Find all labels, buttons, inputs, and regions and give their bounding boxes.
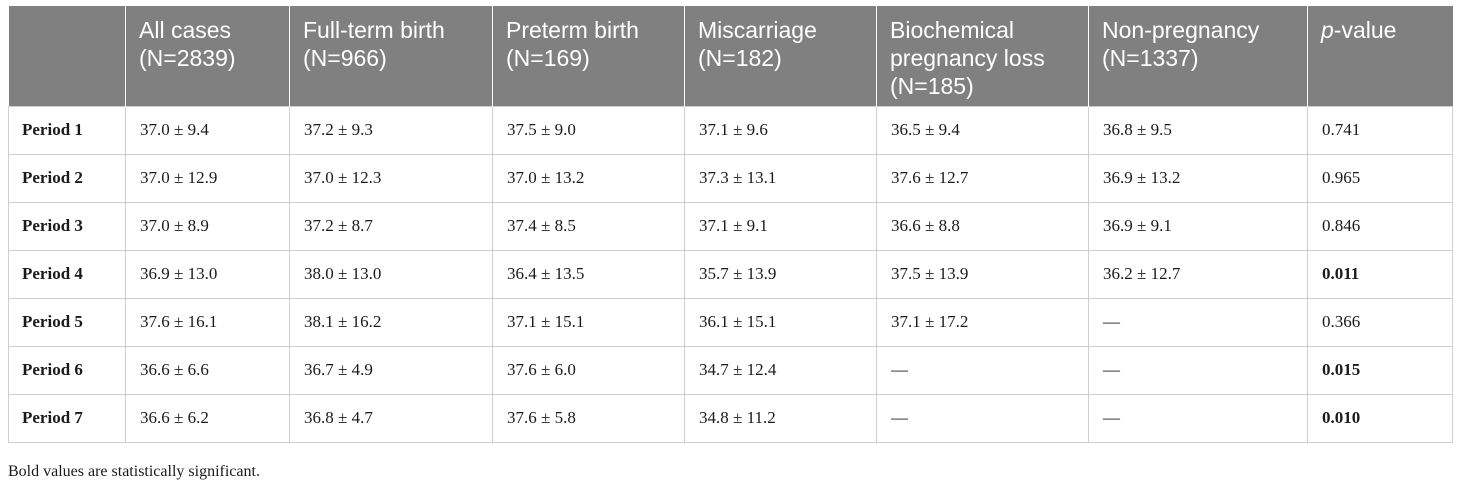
table-cell: 38.0 ± 13.0 bbox=[289, 249, 493, 299]
table-body: Period 1 37.0 ± 9.4 37.2 ± 9.3 37.5 ± 9.0 37… bbox=[8, 105, 1453, 443]
header-line: (N=2839) bbox=[139, 45, 236, 71]
header-line: Preterm birth bbox=[506, 17, 639, 43]
table-cell: 36.8 ± 4.7 bbox=[289, 393, 493, 443]
header-line: Miscarriage bbox=[698, 17, 817, 43]
table-footnote: Bold values are statistically significan… bbox=[8, 463, 260, 480]
row-label: Period 7 bbox=[8, 393, 126, 443]
header-row: All cases (N=2839) Full-term birth (N=96… bbox=[8, 6, 1453, 106]
table-cell: — bbox=[1088, 297, 1308, 347]
header-line: (N=185) bbox=[890, 73, 974, 99]
p-value-cell: 0.846 bbox=[1307, 201, 1453, 251]
header-line: (N=182) bbox=[698, 45, 782, 71]
table-cell: 36.9 ± 9.1 bbox=[1088, 201, 1308, 251]
table-cell: 37.0 ± 8.9 bbox=[125, 201, 290, 251]
table-cell: 37.1 ± 9.1 bbox=[684, 201, 877, 251]
header-line: Non-pregnancy bbox=[1102, 17, 1260, 43]
header-line: (N=1337) bbox=[1102, 45, 1199, 71]
header-cell-p-value: p-value bbox=[1307, 6, 1453, 106]
header-cell-full-term-birth: Full-term birth (N=966) bbox=[289, 6, 493, 106]
table-cell: 34.8 ± 11.2 bbox=[684, 393, 877, 443]
table-cell: 36.6 ± 8.8 bbox=[876, 201, 1089, 251]
table-cell: 37.6 ± 12.7 bbox=[876, 153, 1089, 203]
table-row: Period 2 37.0 ± 12.9 37.0 ± 12.3 37.0 ± 13.… bbox=[8, 153, 1453, 203]
header-cell-preterm-birth: Preterm birth (N=169) bbox=[492, 6, 685, 106]
table-cell: 36.1 ± 15.1 bbox=[684, 297, 877, 347]
header-cell-all-cases: All cases (N=2839) bbox=[125, 6, 290, 106]
header-line: pregnancy loss bbox=[890, 45, 1045, 71]
row-label: Period 6 bbox=[8, 345, 126, 395]
p-value-cell: 0.965 bbox=[1307, 153, 1453, 203]
table-cell: 37.1 ± 15.1 bbox=[492, 297, 685, 347]
table-cell: 36.4 ± 13.5 bbox=[492, 249, 685, 299]
header-line: (N=966) bbox=[303, 45, 387, 71]
header-cell-biochemical-pregnancy-loss: Biochemical pregnancy loss (N=185) bbox=[876, 6, 1089, 106]
header-line: Full-term birth bbox=[303, 17, 445, 43]
p-value-cell: 0.015 bbox=[1307, 345, 1453, 395]
table-cell: — bbox=[876, 345, 1089, 395]
header-line: All cases bbox=[139, 17, 232, 43]
table-cell: 37.5 ± 13.9 bbox=[876, 249, 1089, 299]
table-cell: 37.0 ± 12.3 bbox=[289, 153, 493, 203]
table-cell: 37.0 ± 13.2 bbox=[492, 153, 685, 203]
table-cell: 34.7 ± 12.4 bbox=[684, 345, 877, 395]
table-cell: 37.1 ± 9.6 bbox=[684, 105, 877, 155]
table-cell: 36.9 ± 13.0 bbox=[125, 249, 290, 299]
table-cell: 37.0 ± 12.9 bbox=[125, 153, 290, 203]
table-cell: 36.6 ± 6.6 bbox=[125, 345, 290, 395]
p-value-suffix: -value bbox=[1333, 17, 1397, 43]
data-table: All cases (N=2839) Full-term birth (N=96… bbox=[8, 6, 1453, 443]
table-row: Period 4 36.9 ± 13.0 38.0 ± 13.0 36.4 ± 13.… bbox=[8, 249, 1453, 299]
table-row: Period 6 36.6 ± 6.6 36.7 ± 4.9 37.6 ± 6.0 34… bbox=[8, 345, 1453, 395]
row-label: Period 2 bbox=[8, 153, 126, 203]
row-label: Period 3 bbox=[8, 201, 126, 251]
table-cell: — bbox=[1088, 345, 1308, 395]
p-italic: p bbox=[1321, 17, 1334, 43]
row-label: Period 4 bbox=[8, 249, 126, 299]
header-line: p-value bbox=[1321, 16, 1441, 44]
table-row: Period 5 37.6 ± 16.1 38.1 ± 16.2 37.1 ± 15.… bbox=[8, 297, 1453, 347]
header-cell-miscarriage: Miscarriage (N=182) bbox=[684, 6, 877, 106]
p-value-cell: 0.741 bbox=[1307, 105, 1453, 155]
header-line: (N=169) bbox=[506, 45, 590, 71]
table-cell: 37.4 ± 8.5 bbox=[492, 201, 685, 251]
table-cell: — bbox=[1088, 393, 1308, 443]
table-cell: 38.1 ± 16.2 bbox=[289, 297, 493, 347]
table-row: Period 3 37.0 ± 8.9 37.2 ± 8.7 37.4 ± 8.5 37… bbox=[8, 201, 1453, 251]
table-cell: 37.1 ± 17.2 bbox=[876, 297, 1089, 347]
table-cell: 36.8 ± 9.5 bbox=[1088, 105, 1308, 155]
table-row: Period 7 36.6 ± 6.2 36.8 ± 4.7 37.6 ± 5.8 34… bbox=[8, 393, 1453, 443]
table-header: All cases (N=2839) Full-term birth (N=96… bbox=[8, 6, 1453, 106]
table-cell: 36.9 ± 13.2 bbox=[1088, 153, 1308, 203]
table-cell: 37.6 ± 5.8 bbox=[492, 393, 685, 443]
table-cell: 36.7 ± 4.9 bbox=[289, 345, 493, 395]
table-cell: 37.6 ± 16.1 bbox=[125, 297, 290, 347]
p-value-cell: 0.010 bbox=[1307, 393, 1453, 443]
table-cell: 37.6 ± 6.0 bbox=[492, 345, 685, 395]
table-cell: 36.5 ± 9.4 bbox=[876, 105, 1089, 155]
header-line: Biochemical bbox=[890, 17, 1014, 43]
header-cell-non-pregnancy: Non-pregnancy (N=1337) bbox=[1088, 6, 1308, 106]
data-table-container: All cases (N=2839) Full-term birth (N=96… bbox=[8, 6, 1453, 443]
p-value-cell: 0.011 bbox=[1307, 249, 1453, 299]
table-cell: 36.6 ± 6.2 bbox=[125, 393, 290, 443]
table-cell: 36.2 ± 12.7 bbox=[1088, 249, 1308, 299]
table-cell: 37.5 ± 9.0 bbox=[492, 105, 685, 155]
table-cell: 37.0 ± 9.4 bbox=[125, 105, 290, 155]
table-row: Period 1 37.0 ± 9.4 37.2 ± 9.3 37.5 ± 9.0 37… bbox=[8, 105, 1453, 155]
row-label: Period 1 bbox=[8, 105, 126, 155]
header-cell-empty bbox=[8, 6, 126, 106]
table-cell: — bbox=[876, 393, 1089, 443]
table-cell: 37.2 ± 9.3 bbox=[289, 105, 493, 155]
row-label: Period 5 bbox=[8, 297, 126, 347]
table-cell: 37.3 ± 13.1 bbox=[684, 153, 877, 203]
p-value-cell: 0.366 bbox=[1307, 297, 1453, 347]
table-cell: 35.7 ± 13.9 bbox=[684, 249, 877, 299]
table-cell: 37.2 ± 8.7 bbox=[289, 201, 493, 251]
